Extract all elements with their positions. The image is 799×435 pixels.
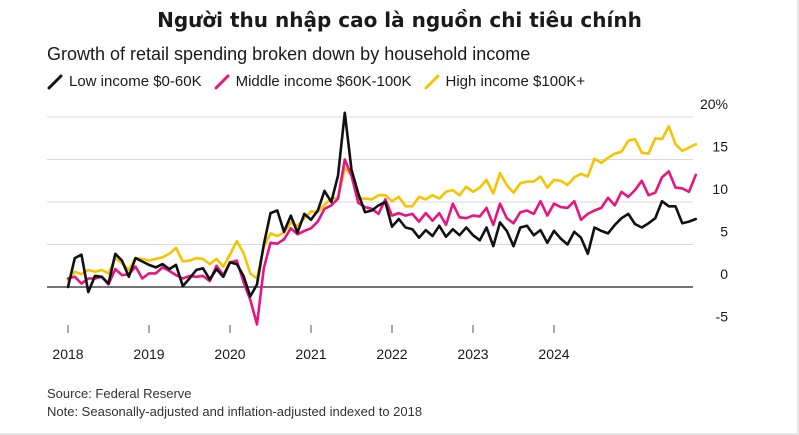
x-tick-label: 2021 xyxy=(295,346,326,362)
legend-item-middle-income: Middle income $60K-100K xyxy=(214,73,412,90)
series-line-high-income xyxy=(66,125,698,282)
legend-label-high-income: High income $100K+ xyxy=(445,73,586,90)
legend-line-icon xyxy=(424,74,440,89)
chart-subtitle: Growth of retail spending broken down by… xyxy=(47,44,531,64)
series-line-middle-income xyxy=(66,158,698,326)
legend-line-icon xyxy=(47,74,63,89)
x-tick-label: 2022 xyxy=(376,346,407,362)
chart-legend: Low income $0-60K Middle income $60K-100… xyxy=(47,73,597,90)
legend-item-low-income: Low income $0-60K xyxy=(47,73,202,90)
legend-label-low-income: Low income $0-60K xyxy=(69,73,202,90)
y-tick-label: 10 xyxy=(712,181,728,197)
x-tick-label: 2018 xyxy=(52,346,83,362)
legend-label-middle-income: Middle income $60K-100K xyxy=(235,73,412,90)
y-tick-label: 0 xyxy=(720,266,728,282)
y-tick-label: 5 xyxy=(720,224,728,240)
y-tick-label: -5 xyxy=(716,309,729,325)
x-tick-label: 2023 xyxy=(457,346,488,362)
y-tick-label: 15 xyxy=(712,139,728,155)
x-tick-label: 2020 xyxy=(214,346,245,362)
legend-line-icon xyxy=(214,74,230,89)
methodology-note: Note: Seasonally-adjusted and inflation-… xyxy=(47,404,423,419)
source-note: Source: Federal Reserve xyxy=(47,386,192,401)
series-line-low-income xyxy=(66,111,698,298)
x-tick-label: 2024 xyxy=(538,346,569,362)
y-tick-label: 20% xyxy=(700,96,728,112)
legend-item-high-income: High income $100K+ xyxy=(424,73,586,90)
x-tick-label: 2019 xyxy=(133,346,164,362)
page-title: Người thu nhập cao là nguồn chi tiêu chí… xyxy=(157,8,642,32)
